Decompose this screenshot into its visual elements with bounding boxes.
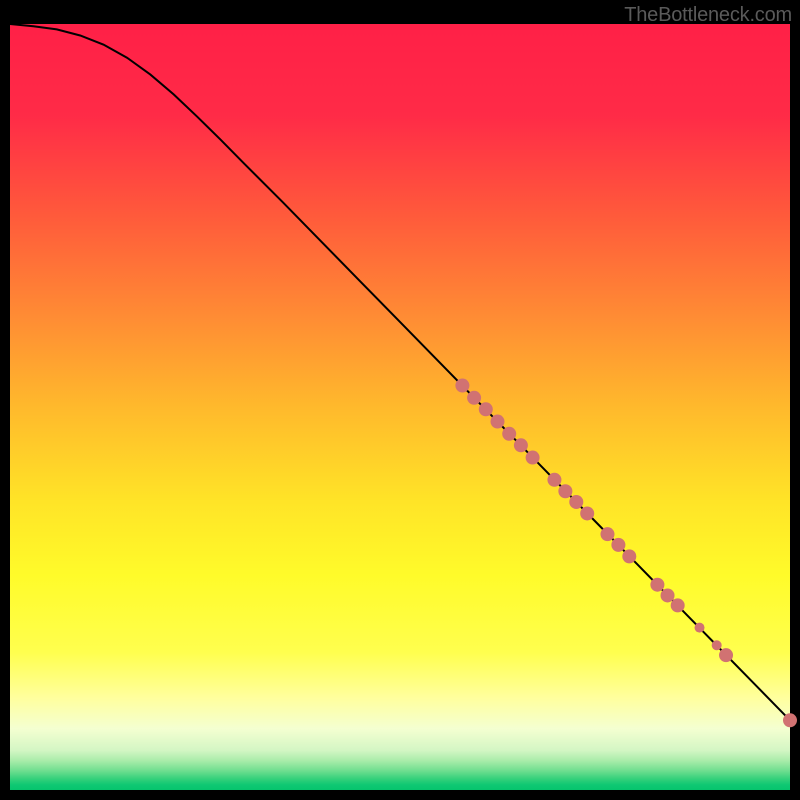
- scatter-point: [547, 473, 561, 487]
- scatter-point: [455, 379, 469, 393]
- scatter-point: [783, 713, 797, 727]
- scatter-point: [611, 538, 625, 552]
- scatter-point: [712, 640, 722, 650]
- gradient-background: [10, 24, 790, 790]
- scatter-point: [622, 549, 636, 563]
- scatter-point: [695, 623, 705, 633]
- scatter-point: [479, 402, 493, 416]
- scatter-point: [526, 451, 540, 465]
- scatter-point: [650, 578, 664, 592]
- watermark-text: TheBottleneck.com: [624, 4, 792, 27]
- scatter-point: [467, 391, 481, 405]
- gradient-chart: [0, 0, 800, 800]
- scatter-point: [671, 598, 685, 612]
- chart-container: TheBottleneck.com: [0, 0, 800, 800]
- scatter-point: [502, 427, 516, 441]
- scatter-point: [491, 415, 505, 429]
- scatter-point: [661, 588, 675, 602]
- scatter-point: [580, 506, 594, 520]
- scatter-point: [558, 484, 572, 498]
- scatter-point: [719, 648, 733, 662]
- scatter-point: [569, 495, 583, 509]
- scatter-point: [514, 438, 528, 452]
- scatter-point: [600, 527, 614, 541]
